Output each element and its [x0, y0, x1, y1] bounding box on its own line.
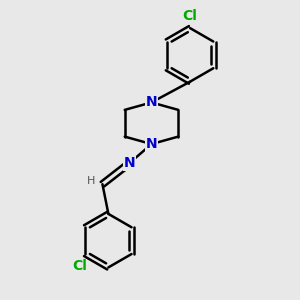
Text: Cl: Cl [183, 9, 198, 23]
Text: H: H [87, 176, 95, 186]
Text: N: N [123, 156, 135, 170]
Text: Cl: Cl [72, 260, 87, 273]
Text: N: N [146, 137, 157, 151]
Text: N: N [146, 95, 157, 110]
